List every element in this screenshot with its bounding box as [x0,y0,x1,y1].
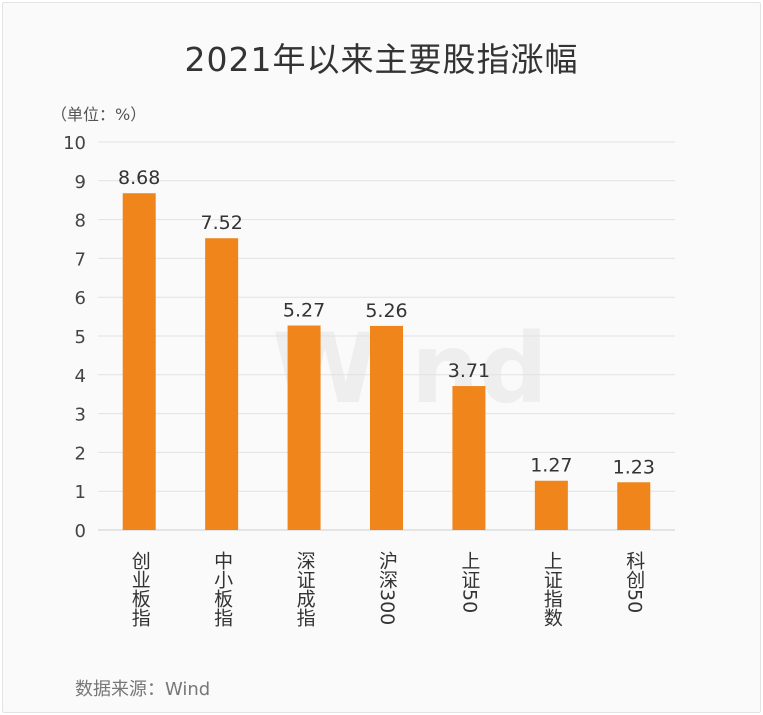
y-tick-label: 10 [63,133,86,154]
y-tick-label: 2 [75,443,86,464]
unit-label: （单位：%） [51,105,147,124]
y-tick-label: 0 [75,521,86,542]
data-label: 7.52 [200,212,242,234]
x-tick-label: 科创50 [623,551,645,613]
data-label: 3.71 [448,360,490,382]
bar [534,480,568,530]
x-axis-labels: 创业板指 中小板指 深证成指 沪深300 上证50 上证指数 科创50 [129,551,646,627]
data-label: 5.26 [365,300,407,322]
bar [617,482,651,530]
data-label: 1.23 [613,456,655,478]
x-tick-label: 深证成指 [294,551,316,627]
x-tick-label: 上证指数 [541,551,563,627]
y-tick-label: 7 [75,249,86,270]
x-tick-label: 上证50 [458,551,480,613]
bar [452,386,486,530]
y-tick-label: 3 [75,405,86,426]
y-tick-label: 8 [75,211,86,232]
y-tick-label: 4 [75,366,86,387]
y-tick-label: 9 [75,172,86,193]
source-note: 数据来源：Wind [75,679,211,700]
data-label: 8.68 [118,167,160,189]
bar [287,325,321,530]
data-labels: 8.68 7.52 5.27 5.26 3.71 1.27 1.23 [118,167,655,478]
bar [205,238,239,530]
data-label: 5.27 [283,300,325,322]
x-tick-label: 创业板指 [129,551,151,627]
x-tick-label: 中小板指 [211,551,233,627]
y-axis-ticks: 0 1 2 3 4 5 6 7 8 9 10 [63,133,86,542]
x-tick-label: 沪深300 [376,551,398,626]
data-label: 1.27 [530,455,572,477]
y-tick-label: 5 [75,327,86,348]
chart-title: 2021年以来主要股指涨幅 [184,40,579,79]
y-tick-label: 1 [75,482,86,503]
bar [122,193,156,530]
bars [122,193,651,530]
bar [370,325,403,530]
y-tick-label: 6 [75,288,86,309]
